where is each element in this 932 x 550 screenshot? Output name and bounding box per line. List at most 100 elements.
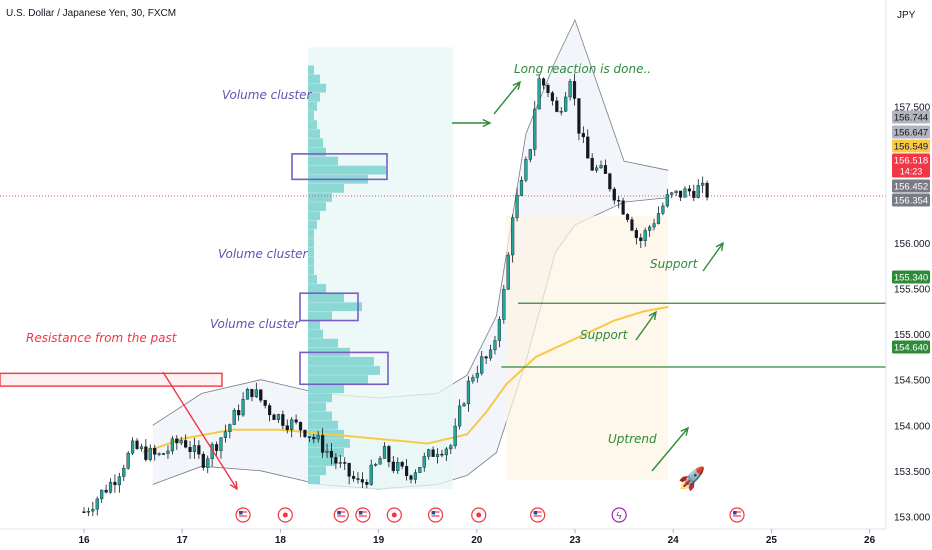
candle-body xyxy=(188,447,192,453)
candle-body xyxy=(550,92,555,102)
flag-canton xyxy=(533,511,538,515)
reaction-up-arrow-head xyxy=(512,80,522,90)
band-fill xyxy=(152,20,669,490)
candle-body xyxy=(122,468,126,477)
candle-body xyxy=(325,450,329,453)
candle-body xyxy=(449,445,453,450)
price-label-box xyxy=(892,340,930,354)
profile-bar xyxy=(308,275,317,284)
us-flag-icon[interactable] xyxy=(355,507,371,523)
time-tick-label: 16 xyxy=(78,535,90,546)
support-up-arrow[interactable] xyxy=(635,311,657,341)
resistance-zone[interactable] xyxy=(0,372,223,387)
volume-cluster-label: Volume cluster xyxy=(210,317,301,331)
candle-body xyxy=(643,230,647,241)
price-axis[interactable]: 157.500 156.000 155.500 155.000 154.500 154.0… xyxy=(894,103,931,524)
downtrend-arrow[interactable] xyxy=(162,371,238,490)
candle-body xyxy=(484,356,488,359)
candle-body xyxy=(219,437,223,451)
profile-bar xyxy=(308,311,332,321)
profile-bar xyxy=(308,284,326,293)
candle-body xyxy=(497,319,501,341)
range-shade xyxy=(506,215,669,480)
candle-body xyxy=(537,78,541,110)
currency-label[interactable]: JPY xyxy=(897,10,916,21)
candle-body xyxy=(321,435,325,453)
volume-cluster-box[interactable] xyxy=(299,351,389,386)
candle-body xyxy=(298,421,303,431)
candle-body xyxy=(400,462,404,467)
profile-bar xyxy=(308,211,320,221)
candle-body xyxy=(245,388,250,400)
candle-body xyxy=(391,461,395,471)
candle-body xyxy=(564,96,568,112)
profile-bar xyxy=(308,92,320,102)
price-label-text: 154.640 xyxy=(894,343,928,354)
candle-body xyxy=(409,475,413,480)
profile-bar xyxy=(308,466,326,476)
candle-body xyxy=(104,489,108,493)
candle-body xyxy=(692,190,696,198)
band-upper-line xyxy=(152,18,669,426)
support-up-arrow-head xyxy=(715,241,724,252)
candle-body xyxy=(184,440,188,448)
candle-body xyxy=(475,373,479,378)
profile-bar xyxy=(308,129,320,139)
us-flag-icon[interactable] xyxy=(427,507,444,523)
candle-body xyxy=(634,230,638,238)
time-axis[interactable]: 16 17 18 19 20 23 24 25 26 xyxy=(78,529,876,546)
time-tick-label: 18 xyxy=(275,535,287,546)
candle-body xyxy=(471,377,475,382)
candle-body xyxy=(179,440,183,444)
bollinger-bands xyxy=(152,18,669,490)
volume-cluster-label: Volume cluster xyxy=(218,247,309,261)
candle-body xyxy=(148,447,152,460)
price-tick-label: 153.000 xyxy=(894,512,931,523)
flag-canton xyxy=(431,511,436,515)
uptrend-arrow[interactable] xyxy=(651,427,689,472)
volume-cluster-box[interactable] xyxy=(291,153,388,181)
resistance-label: Resistance from the past xyxy=(26,331,178,345)
candle-body xyxy=(670,192,674,195)
candle-body xyxy=(617,200,621,202)
profile-bar xyxy=(308,411,332,421)
profile-bar xyxy=(308,65,314,75)
profile-bar xyxy=(308,229,314,239)
support-up-arrow[interactable] xyxy=(702,242,724,272)
reaction-up-arrow[interactable] xyxy=(493,81,521,115)
uptrend-arrow-head xyxy=(680,426,690,436)
horizontal-levels[interactable] xyxy=(0,195,886,368)
us-flag-icon[interactable] xyxy=(729,507,745,523)
candle-body xyxy=(95,498,99,510)
time-tick-label: 26 xyxy=(864,535,876,546)
time-tick-label: 19 xyxy=(373,535,385,546)
price-tick-label: 154.500 xyxy=(894,376,931,387)
price-tick-label: 155.000 xyxy=(894,330,931,341)
candle-body xyxy=(683,188,687,198)
candle-body xyxy=(528,149,532,160)
us-flag-icon[interactable] xyxy=(530,507,546,523)
profile-bar xyxy=(308,256,314,266)
candle-body xyxy=(524,159,528,181)
candle-body xyxy=(378,458,382,465)
candle-body xyxy=(126,452,130,469)
candle-body xyxy=(374,464,378,466)
candle-body xyxy=(303,429,307,437)
downtrend-arrow-head xyxy=(229,480,238,491)
candle-body xyxy=(316,435,320,440)
event-markers[interactable]: ϟ xyxy=(235,507,745,523)
candle-body xyxy=(241,399,245,416)
lightning-icon[interactable] xyxy=(611,507,627,523)
us-flag-icon[interactable] xyxy=(235,507,251,523)
volume-cluster-box[interactable] xyxy=(299,292,359,322)
candle-body xyxy=(404,466,409,477)
candle-body xyxy=(161,453,166,455)
us-flag-icon[interactable] xyxy=(333,507,349,523)
candle-body xyxy=(608,173,612,190)
candle-body xyxy=(360,479,364,483)
candle-body xyxy=(382,446,387,459)
candle-body xyxy=(365,481,369,485)
annotations[interactable]: Resistance from the past Volume cluster Vo… xyxy=(26,62,724,491)
